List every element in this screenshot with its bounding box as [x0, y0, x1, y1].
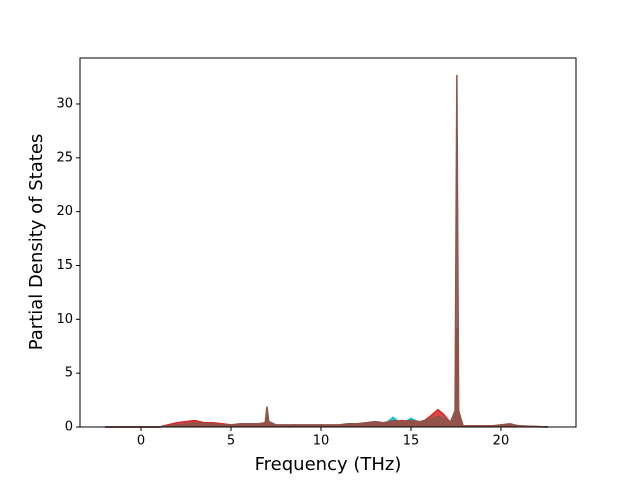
x-tick-label: 10 [313, 434, 330, 449]
series-area [105, 389, 548, 427]
y-tick-label: 25 [56, 150, 73, 165]
series-area [105, 327, 548, 427]
x-tick-label: 20 [493, 434, 510, 449]
series-line [105, 327, 548, 428]
x-axis-label: Frequency (THz) [255, 454, 402, 475]
series-area [105, 74, 548, 428]
y-tick-label: 0 [65, 420, 73, 435]
y-tick-label: 10 [56, 312, 73, 327]
x-tick-label: 5 [227, 434, 235, 449]
plot-area [105, 74, 548, 428]
y-tick-label: 15 [56, 258, 73, 273]
axes-frame [79, 57, 577, 428]
y-tick-label: 30 [56, 96, 73, 111]
x-tick-label: 15 [403, 434, 420, 449]
y-tick-label: 20 [56, 204, 73, 219]
series-line [105, 74, 548, 428]
x-tick-label: 0 [137, 434, 145, 449]
series-line [105, 389, 548, 428]
y-axis-label: Partial Density of States [26, 134, 47, 351]
y-tick-label: 5 [65, 366, 73, 381]
